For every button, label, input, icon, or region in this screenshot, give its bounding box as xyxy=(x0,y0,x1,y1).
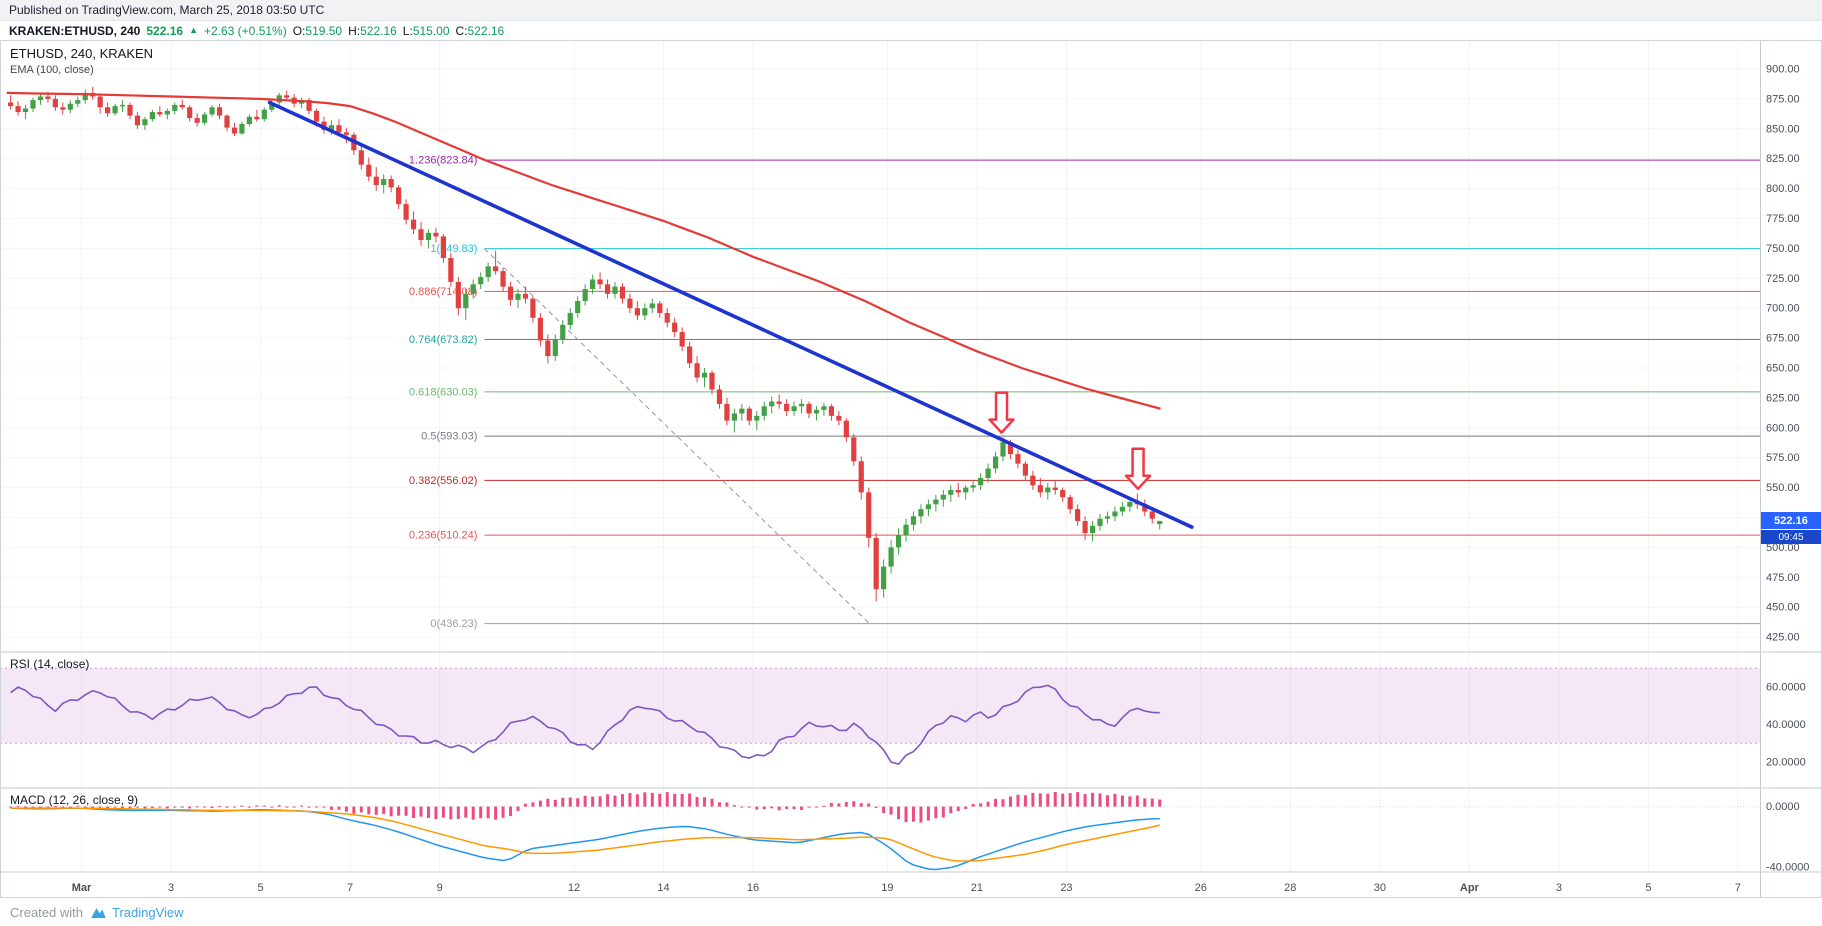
chart-area: 1.236(823.84) 1(749.83) 0.886(714.08) 0.764… xyxy=(0,40,1822,898)
svg-text:800.00: 800.00 xyxy=(1766,183,1800,195)
tradingview-logo-icon xyxy=(90,904,107,921)
published-bar: Published on TradingView.com, March 25, … xyxy=(0,0,1822,21)
open-readout: O:519.50 xyxy=(292,23,343,38)
svg-text:0.764(673.82): 0.764(673.82) xyxy=(409,334,478,346)
svg-text:14: 14 xyxy=(657,882,669,894)
svg-text:500.00: 500.00 xyxy=(1766,542,1800,554)
symbol-name[interactable]: KRAKEN:ETHUSD, 240 xyxy=(9,23,141,38)
svg-text:600.00: 600.00 xyxy=(1766,422,1800,434)
macd-pane-title[interactable]: MACD (12, 26, close, 9) xyxy=(10,793,139,807)
low-readout: L:515.00 xyxy=(402,23,450,38)
svg-text:725.00: 725.00 xyxy=(1766,273,1800,285)
svg-text:30: 30 xyxy=(1374,882,1386,894)
svg-text:0(436.23): 0(436.23) xyxy=(430,618,477,630)
fibonacci-retracement: 1.236(823.84)1(749.83)0.886(714.08)0.764… xyxy=(409,155,1760,630)
svg-text:9: 9 xyxy=(437,882,443,894)
rsi-pane xyxy=(0,667,1760,766)
ema-line xyxy=(6,91,1161,410)
svg-text:-40.0000: -40.0000 xyxy=(1766,862,1809,874)
svg-text:28: 28 xyxy=(1284,882,1296,894)
last-price-value: 522.16 xyxy=(146,23,184,38)
svg-text:875.00: 875.00 xyxy=(1766,93,1800,105)
svg-text:900.00: 900.00 xyxy=(1766,64,1800,76)
svg-text:5: 5 xyxy=(258,882,264,894)
svg-text:0.618(630.03): 0.618(630.03) xyxy=(409,386,478,398)
tradingview-link[interactable]: TradingView xyxy=(111,904,184,920)
svg-text:7: 7 xyxy=(347,882,353,894)
svg-text:3: 3 xyxy=(1556,882,1562,894)
ema-legend[interactable]: EMA (100, close) xyxy=(10,64,94,77)
svg-text:1(749.83): 1(749.83) xyxy=(430,243,477,255)
svg-text:450.00: 450.00 xyxy=(1766,602,1800,614)
down-arrows xyxy=(988,391,1152,491)
svg-text:5: 5 xyxy=(1645,882,1651,894)
svg-text:Mar: Mar xyxy=(72,882,92,894)
price-axis: 900.00 875.00 850.00 825.00 800.00 775.00 750.… xyxy=(1766,64,1809,874)
svg-text:20.0000: 20.0000 xyxy=(1766,757,1806,769)
symbol-ohlc-bar: KRAKEN:ETHUSD, 240 522.16 ▲ +2.63 (+0.51… xyxy=(0,21,1822,40)
svg-text:0.382(556.02): 0.382(556.02) xyxy=(409,475,478,487)
svg-text:0.5(593.03): 0.5(593.03) xyxy=(421,431,477,443)
svg-text:775.00: 775.00 xyxy=(1766,213,1800,225)
svg-text:7: 7 xyxy=(1735,882,1741,894)
svg-text:0.0000: 0.0000 xyxy=(1766,801,1800,813)
svg-text:21: 21 xyxy=(971,882,983,894)
time-axis: Mar 3 5 7 9 12 14 16 19 21 23 26 28 30 Apr 3 5 7 xyxy=(72,882,1741,894)
svg-text:60.0000: 60.0000 xyxy=(1766,682,1806,694)
candle-countdown-badge: 09:45 xyxy=(1761,530,1821,544)
candles-layer xyxy=(8,86,1163,602)
svg-text:26: 26 xyxy=(1195,882,1207,894)
svg-text:625.00: 625.00 xyxy=(1766,392,1800,404)
svg-text:0.236(510.24): 0.236(510.24) xyxy=(409,530,478,542)
svg-text:750.00: 750.00 xyxy=(1766,243,1800,255)
svg-text:825.00: 825.00 xyxy=(1766,153,1800,165)
chart-canvas[interactable]: 1.236(823.84)1(749.83)0.886(714.08)0.764… xyxy=(0,40,1822,898)
published-text: Published on TradingView.com, March 25, … xyxy=(9,3,325,17)
main-pane-legend[interactable]: ETHUSD, 240, KRAKEN EMA (100, close) xyxy=(10,46,153,78)
svg-text:575.00: 575.00 xyxy=(1766,452,1800,464)
svg-text:Apr: Apr xyxy=(1460,882,1480,894)
main-pane-title[interactable]: ETHUSD, 240, KRAKEN xyxy=(10,46,154,61)
close-readout: C:522.16 xyxy=(455,23,505,38)
svg-text:650.00: 650.00 xyxy=(1766,363,1800,375)
macd-pane xyxy=(0,791,1760,871)
svg-text:16: 16 xyxy=(747,882,759,894)
price-change: +2.63 (+0.51%) xyxy=(203,23,287,38)
svg-text:425.00: 425.00 xyxy=(1766,632,1800,644)
up-triangle-icon: ▲ xyxy=(189,24,198,35)
svg-text:550.00: 550.00 xyxy=(1766,482,1800,494)
svg-text:850.00: 850.00 xyxy=(1766,123,1800,135)
svg-text:23: 23 xyxy=(1060,882,1072,894)
svg-text:475.00: 475.00 xyxy=(1766,572,1800,584)
high-readout: H:522.16 xyxy=(348,23,397,38)
svg-text:40.0000: 40.0000 xyxy=(1766,719,1806,731)
descending-trendline xyxy=(267,100,1194,529)
svg-text:675.00: 675.00 xyxy=(1766,333,1800,345)
pane-dividers xyxy=(0,40,1822,898)
svg-text:1.236(823.84): 1.236(823.84) xyxy=(409,155,478,167)
svg-text:19: 19 xyxy=(881,882,893,894)
svg-text:700.00: 700.00 xyxy=(1766,303,1800,315)
footer-bar: Created with TradingView xyxy=(0,898,1822,926)
svg-text:3: 3 xyxy=(168,882,174,894)
svg-text:12: 12 xyxy=(568,882,580,894)
created-with-label: Created with xyxy=(10,904,83,920)
rsi-pane-title[interactable]: RSI (14, close) xyxy=(10,657,90,671)
last-price-badge: 522.16 xyxy=(1761,512,1821,529)
